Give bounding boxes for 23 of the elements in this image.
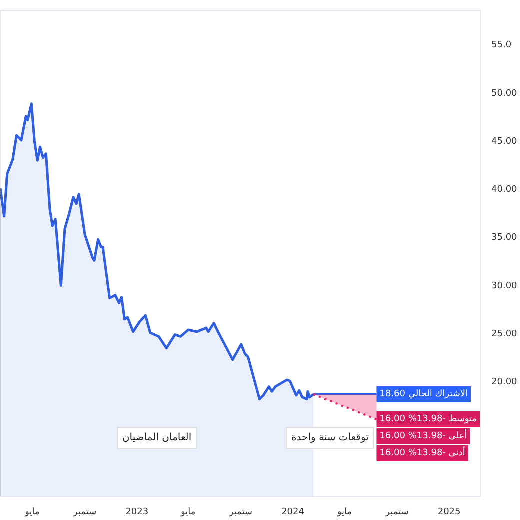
x-tick-label: ستمبر [72, 508, 97, 518]
y-tick-label: 25.00 [492, 329, 518, 340]
annotation: العامان الماضيان [122, 432, 192, 444]
x-tick-label: مايو [180, 508, 196, 518]
x-tick-label: ستمبر [384, 508, 409, 518]
y-tick-label: 40.00 [492, 185, 518, 196]
y-tick-label: 55.0 [492, 40, 512, 51]
x-tick-label: 2024 [282, 508, 305, 518]
annotation: متوسط -13.98% 16.00 [380, 414, 478, 425]
y-tick-label: 30.00 [492, 281, 518, 292]
x-tick-label: ستمبر [228, 508, 253, 518]
x-tick-label: 2023 [126, 508, 149, 518]
annotation: الاشتراك الحالي 18.60 [380, 389, 468, 400]
annotation: توقعات سنة واحدة [292, 432, 370, 444]
x-tick-label: مايو [336, 508, 352, 518]
annotation: أدنى -13.98% 16.00 [380, 446, 466, 459]
y-tick-label: 50.00 [492, 88, 518, 99]
y-tick-label: 35.00 [492, 233, 518, 244]
y-tick-label: 20.00 [492, 378, 518, 388]
x-tick-label: مايو [24, 508, 40, 518]
annotation: أعلى -13.98% 16.00 [380, 430, 468, 442]
y-tick-label: 45.00 [492, 136, 518, 147]
x-tick-label: 2025 [438, 508, 461, 518]
